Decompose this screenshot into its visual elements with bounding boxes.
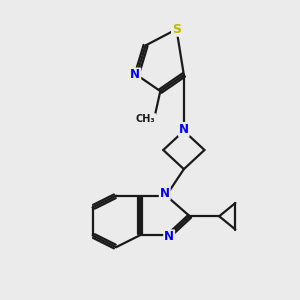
Text: CH₃: CH₃ <box>136 114 155 124</box>
Text: N: N <box>164 230 174 243</box>
Text: N: N <box>130 68 140 81</box>
Text: S: S <box>172 23 181 36</box>
Text: N: N <box>179 123 189 136</box>
Text: N: N <box>160 187 170 200</box>
